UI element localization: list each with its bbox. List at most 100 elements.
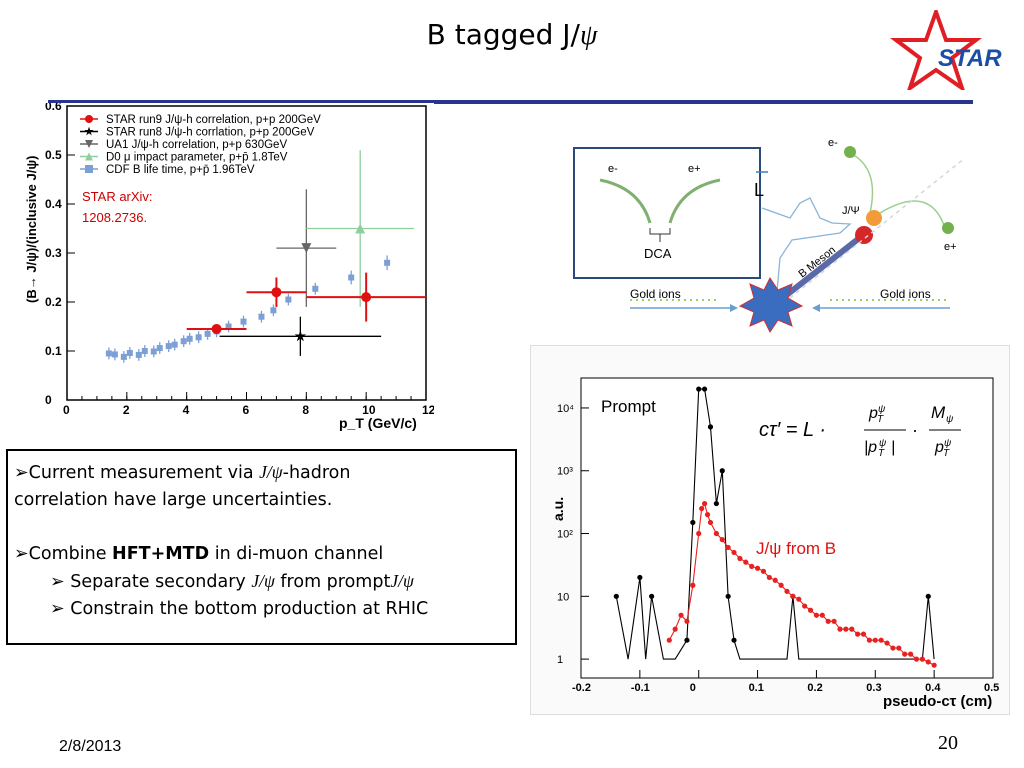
- svg-text:|: |: [891, 439, 895, 456]
- prompt-point: [613, 593, 619, 599]
- from-b-point: [796, 596, 802, 602]
- from-b-point: [760, 568, 767, 574]
- svg-text:|p: |p: [864, 439, 877, 456]
- e-plus-particle: [942, 222, 954, 234]
- e-plus-particle-label: e+: [944, 241, 957, 253]
- ratio-point: [171, 341, 178, 348]
- star-logo-star: [890, 10, 982, 90]
- e-minus-particle-label: e-: [828, 137, 838, 149]
- bullet-2-text: Combine: [28, 544, 113, 564]
- from-b-point: [802, 603, 808, 609]
- ratio-point: [361, 292, 372, 303]
- svg-text:ψ: ψ: [944, 438, 952, 449]
- from-b-point: [684, 618, 690, 624]
- ratio-point: [105, 350, 112, 357]
- ratio-x-tick-label: 12: [422, 403, 434, 417]
- ctau-x-tick-label: 0.1: [749, 682, 764, 694]
- prompt-point: [690, 519, 696, 526]
- ratio-x-tick-label: 10: [362, 403, 376, 417]
- ratio-point: [285, 296, 292, 303]
- legend-marker: [84, 126, 94, 136]
- bullet-1: ➢Current measurement via J/ψ-hadron: [14, 459, 509, 487]
- prompt-point: [696, 386, 702, 392]
- from-b-point: [902, 651, 908, 657]
- svg-text:ψ: ψ: [879, 438, 887, 449]
- prompt-point: [684, 637, 690, 643]
- b-meson-diagram: e- e+ DCA L B Meson e- e+ J/Ψ Gold ions …: [573, 137, 966, 333]
- ctau-x-tick-label: 0.3: [866, 682, 881, 694]
- bullet-1-suffix: -hadron: [282, 463, 351, 483]
- ratio-point: [150, 348, 157, 355]
- svg-text:T: T: [943, 448, 950, 459]
- from-b-point: [831, 618, 837, 624]
- from-b-point: [849, 626, 855, 632]
- ratio-point: [225, 323, 232, 330]
- from-b-point: [896, 645, 902, 651]
- title-text: B tagged J/: [426, 18, 580, 51]
- sub-bullet-1-jpsi: J/ψ: [251, 571, 275, 591]
- gold-ions-right-label: Gold ions: [880, 287, 931, 301]
- decay-track-lower: [879, 200, 946, 229]
- from-b-point: [702, 500, 708, 507]
- from-b-point: [672, 626, 678, 632]
- dca-e-plus-label: e+: [688, 163, 701, 175]
- footer-date: 2/8/2013: [59, 738, 122, 755]
- from-b-point: [837, 626, 843, 632]
- from-b-point: [696, 530, 702, 537]
- ratio-point: [180, 338, 187, 345]
- ratio-point: [270, 307, 277, 314]
- ctau-x-tick-label: 0.5: [984, 682, 999, 694]
- sub-bullet-1-text: Separate secondary: [70, 572, 252, 592]
- from-b-point: [784, 588, 790, 594]
- ctau-x-tick-label: 0: [690, 682, 696, 694]
- ratio-x-tick-label: 8: [302, 403, 309, 417]
- ratio-y-tick-label: 0.3: [45, 246, 62, 260]
- prompt-point: [702, 386, 708, 392]
- ratio-y-axis-label: (B→ J/ψ)/(inclusive J/ψ): [24, 156, 39, 303]
- from-b-point: [690, 582, 696, 588]
- ratio-point: [204, 330, 211, 337]
- ctau-x-axis-label: pseudo-cτ (cm): [883, 693, 992, 710]
- from-b-point: [819, 612, 825, 618]
- ratio-point: [135, 351, 142, 358]
- bullet-2-suffix: in di-muon channel: [209, 544, 384, 564]
- ratio-point: [301, 243, 312, 254]
- bullet-1-text: Current measurement via: [28, 463, 260, 483]
- from-b-point: [772, 577, 778, 583]
- svg-text:T: T: [878, 448, 885, 459]
- ctau-y-tick-label: 10⁴: [557, 403, 574, 415]
- ctau-x-tick-label: -0.1: [631, 682, 650, 694]
- svg-text:cτ′ = L ·: cτ′ = L ·: [759, 419, 826, 441]
- gold-ions-left-arrowhead: [730, 304, 738, 312]
- from-b-point: [855, 631, 861, 637]
- from-b-point: [737, 555, 743, 562]
- sub-bullet-1-jpsi2: J/ψ: [390, 571, 414, 591]
- ratio-point: [384, 259, 391, 266]
- from-b-point: [913, 656, 920, 662]
- prompt-point: [707, 424, 714, 430]
- jpsi-particle: [866, 210, 882, 226]
- title-psi: ψ: [580, 20, 598, 51]
- from-b-point: [884, 640, 890, 646]
- b-meson-particle: [855, 226, 873, 244]
- ratio-x-tick-label: 0: [63, 403, 70, 417]
- ctau-x-tick-label: -0.2: [572, 682, 591, 694]
- legend-marker: [85, 115, 93, 123]
- from-b-point: [743, 559, 749, 565]
- e-minus-particle: [844, 146, 856, 158]
- ratio-point: [348, 274, 355, 281]
- l-vector-label: L: [754, 180, 764, 200]
- ratio-point: [126, 349, 133, 356]
- ratio-x-tick-label: 4: [183, 403, 190, 417]
- prompt-point: [731, 637, 737, 643]
- sub-bullet-marker: ➢: [50, 599, 65, 619]
- legend-marker: [85, 152, 93, 161]
- ratio-x-axis-label: p_T (GeV/c): [339, 415, 417, 431]
- ratio-point: [294, 330, 307, 342]
- ratio-point: [271, 287, 282, 298]
- title-rule: [48, 100, 973, 104]
- legend-label: CDF B life time, p+p̄ 1.96TeV: [106, 164, 255, 176]
- prompt-point: [713, 500, 719, 507]
- ctau-y-tick-label: 10²: [557, 529, 573, 541]
- bullet-1-line2: correlation have large uncertainties.: [14, 490, 333, 510]
